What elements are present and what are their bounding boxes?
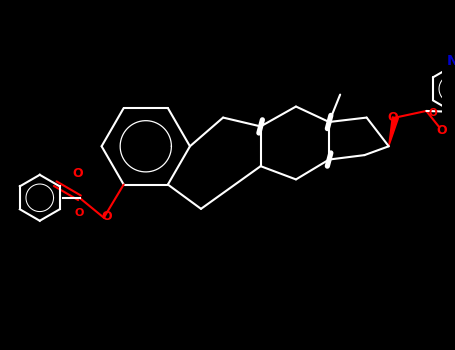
Text: O: O	[72, 167, 83, 180]
Text: O: O	[429, 108, 437, 118]
Text: O: O	[101, 210, 112, 223]
Text: O: O	[75, 208, 84, 218]
Text: N: N	[447, 54, 455, 68]
Text: O: O	[436, 124, 447, 137]
Polygon shape	[389, 117, 399, 146]
Text: O: O	[388, 111, 399, 124]
